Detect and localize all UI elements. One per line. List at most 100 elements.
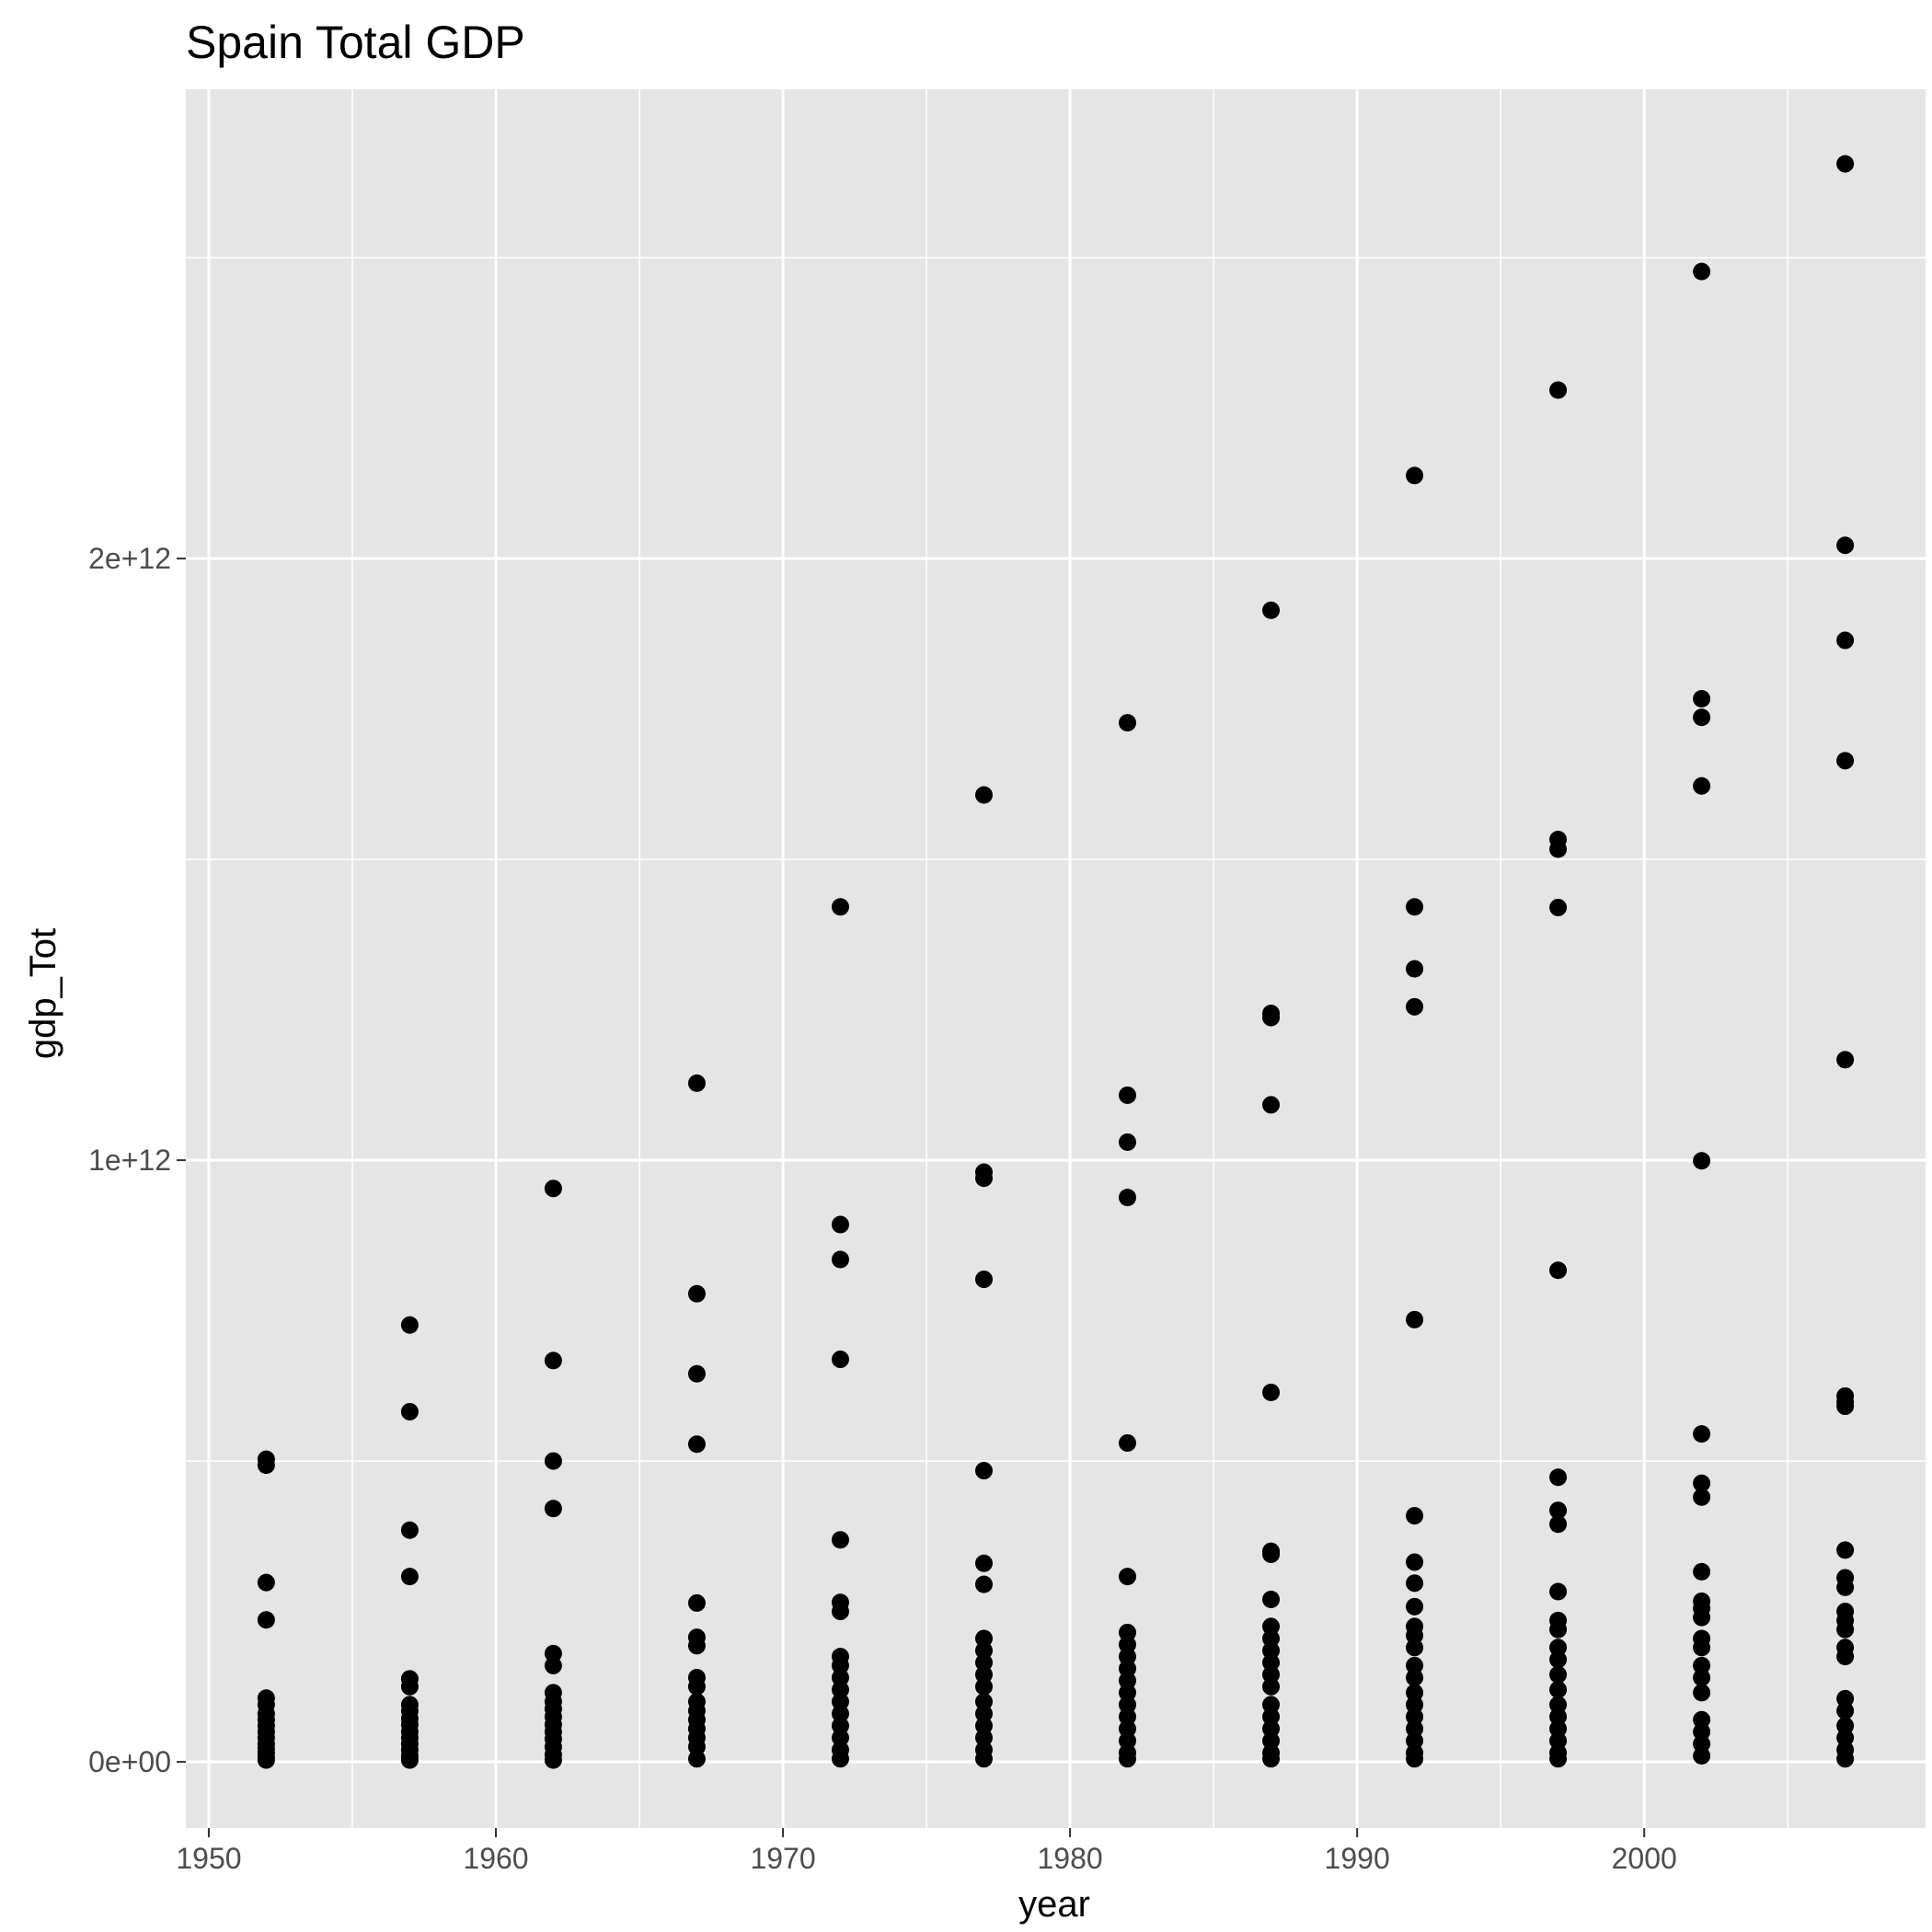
- data-point: [1406, 898, 1424, 916]
- data-point: [831, 1250, 849, 1269]
- data-point: [831, 1705, 849, 1723]
- data-point: [1119, 1731, 1137, 1750]
- data-point: [400, 1568, 419, 1586]
- data-point: [1836, 1051, 1855, 1069]
- data-point: [974, 1750, 993, 1768]
- data-point: [400, 1677, 419, 1696]
- data-point: [1693, 1639, 1711, 1657]
- data-point: [831, 1729, 849, 1747]
- data-point: [1549, 840, 1568, 858]
- x-tick-label: 1990: [1325, 1842, 1390, 1875]
- data-point: [1836, 1397, 1855, 1416]
- data-point: [1693, 262, 1711, 281]
- data-point: [1119, 1672, 1137, 1690]
- data-point: [831, 1531, 849, 1549]
- data-point: [687, 1677, 706, 1696]
- data-point: [1262, 1384, 1281, 1402]
- data-point: [1406, 1627, 1424, 1645]
- data-point: [687, 1593, 706, 1612]
- x-tick-label: 1980: [1038, 1842, 1103, 1875]
- data-point: [831, 1603, 849, 1621]
- data-point: [1406, 1597, 1424, 1616]
- data-point: [1693, 1734, 1711, 1753]
- data-point: [400, 1402, 419, 1420]
- data-point: [1119, 1719, 1137, 1738]
- data-point: [1262, 1641, 1281, 1660]
- data-point: [1549, 1731, 1568, 1750]
- data-point: [974, 1462, 993, 1480]
- data-point: [1262, 601, 1281, 619]
- data-point: [1549, 381, 1568, 399]
- data-point: [544, 1500, 562, 1518]
- data-point: [1406, 1507, 1424, 1525]
- data-point: [1836, 1717, 1855, 1735]
- data-point: [687, 1435, 706, 1454]
- data-point: [1119, 1133, 1137, 1151]
- x-axis: 1950 1960 1970 1980 1990 2000: [176, 1828, 1677, 1875]
- x-tick-label: 1960: [463, 1842, 528, 1875]
- data-point: [1406, 1656, 1424, 1674]
- data-point: [1406, 1731, 1424, 1750]
- data-point: [1549, 1708, 1568, 1726]
- data-point: [1836, 1578, 1855, 1596]
- data-point: [1262, 1545, 1281, 1563]
- data-point: [1693, 1474, 1711, 1492]
- data-point: [1406, 466, 1424, 485]
- data-point: [1693, 689, 1711, 707]
- data-point: [687, 1750, 706, 1768]
- data-point: [1406, 997, 1424, 1016]
- data-point: [1549, 1665, 1568, 1684]
- data-point: [1406, 1669, 1424, 1687]
- data-point: [831, 1693, 849, 1711]
- x-tick-label: 1950: [176, 1842, 241, 1875]
- data-point: [1693, 1722, 1711, 1741]
- data-point: [544, 1452, 562, 1470]
- data-point: [687, 1738, 706, 1756]
- data-point: [1119, 1708, 1137, 1726]
- data-point: [1836, 1541, 1855, 1559]
- data-point: [974, 1554, 993, 1572]
- data-point: [1549, 1501, 1568, 1520]
- data-point: [1549, 1719, 1568, 1738]
- data-point: [1693, 1608, 1711, 1627]
- data-point: [974, 1271, 993, 1289]
- grid-major: [186, 89, 1926, 1828]
- data-point: [1693, 1425, 1711, 1443]
- data-point: [257, 1456, 275, 1475]
- data-point: [974, 1693, 993, 1711]
- data-point: [1693, 776, 1711, 795]
- data-point: [544, 1644, 562, 1662]
- data-point: [687, 1284, 706, 1303]
- data-point: [974, 1717, 993, 1735]
- data-point: [1262, 1731, 1281, 1750]
- data-point: [544, 1656, 562, 1674]
- data-point: [1693, 1152, 1711, 1170]
- data-point: [1119, 1086, 1137, 1104]
- data-point: [831, 898, 849, 916]
- data-point: [1549, 1639, 1568, 1657]
- data-point: [1836, 752, 1855, 770]
- data-point: [1406, 1684, 1424, 1702]
- data-point: [1693, 708, 1711, 727]
- data-point: [1119, 1623, 1137, 1641]
- data-point: [831, 1669, 849, 1687]
- y-tick-label: 0e+00: [88, 1745, 171, 1778]
- data-point: [974, 1653, 993, 1672]
- x-tick-label: 1970: [750, 1842, 815, 1875]
- data-point: [1262, 1629, 1281, 1648]
- data-point: [1119, 1568, 1137, 1586]
- y-axis-title: gdp_Tot: [23, 928, 63, 1059]
- data-point: [1406, 1553, 1424, 1571]
- data-point: [974, 1629, 993, 1648]
- y-tick-label: 1e+12: [88, 1144, 171, 1177]
- data-point: [1119, 1660, 1137, 1678]
- data-point: [1549, 1620, 1568, 1639]
- data-point: [1262, 1708, 1281, 1726]
- data-point: [1836, 155, 1855, 173]
- data-point: [1262, 1750, 1281, 1768]
- data-point: [257, 1611, 275, 1629]
- plot-background: [186, 89, 1926, 1828]
- data-point: [1406, 1639, 1424, 1657]
- y-axis: 0e+00 1e+12 2e+12: [88, 542, 186, 1778]
